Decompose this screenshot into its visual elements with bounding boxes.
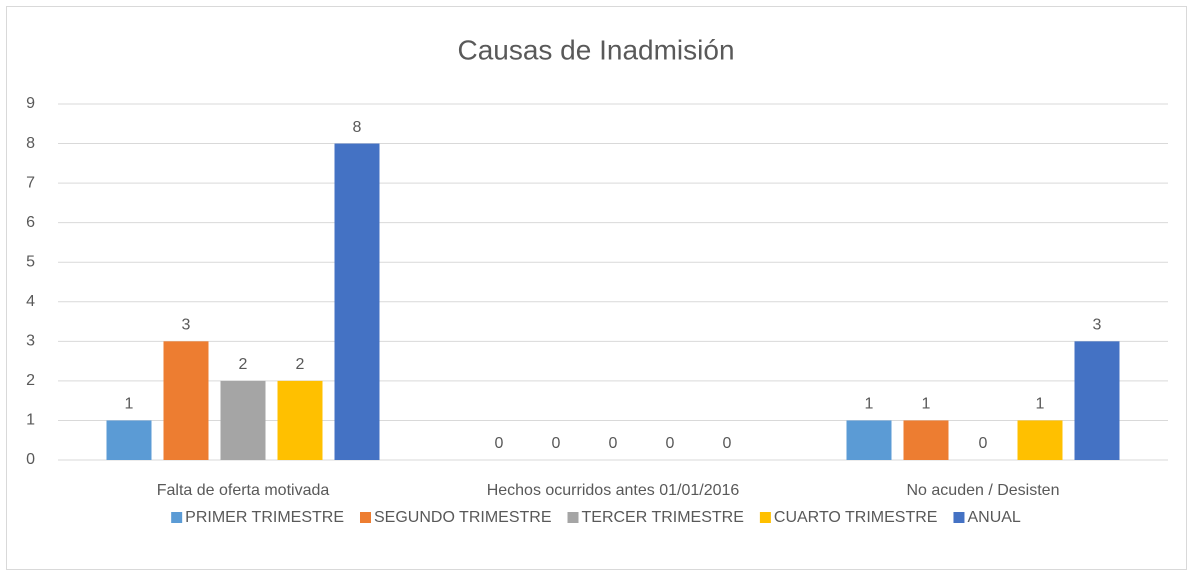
data-label: 0 [979,435,988,452]
data-label: 2 [296,356,305,373]
bar [846,420,892,460]
data-label: 2 [239,356,248,373]
data-label: 1 [865,396,874,413]
data-label: 8 [353,119,362,136]
bar [163,341,209,460]
data-label: 1 [922,396,931,413]
y-tick-label: 0 [26,451,35,468]
x-tick-label: No acuden / Desisten [907,482,1060,499]
chart-title: Causas de Inadmisión [457,34,734,65]
data-label: 3 [1093,317,1102,334]
legend-label: PRIMER TRIMESTRE [185,509,344,526]
bar [220,380,266,460]
x-tick-label: Falta de oferta motivada [157,482,330,499]
bar [1074,341,1120,460]
legend-swatch [171,512,183,523]
data-label: 1 [1036,396,1045,413]
data-label: 0 [495,435,504,452]
legend-label: TERCER TRIMESTRE [582,509,744,526]
legend-swatch [567,512,579,523]
bar [334,143,380,461]
data-label: 1 [125,396,134,413]
y-tick-label: 3 [26,333,35,350]
y-tick-label: 8 [26,135,35,152]
legend-label: ANUAL [967,509,1020,526]
bar [106,420,152,460]
data-label: 0 [666,435,675,452]
y-tick-label: 2 [26,372,35,389]
y-tick-label: 9 [26,95,35,112]
data-label: 0 [609,435,618,452]
data-label: 0 [552,435,561,452]
y-tick-label: 5 [26,253,35,270]
legend-label: CUARTO TRIMESTRE [774,509,938,526]
bar [1017,420,1063,460]
bar [277,380,323,460]
legend-swatch [953,512,965,523]
legend-swatch [360,512,371,523]
x-tick-label: Hechos ocurridos antes 01/01/2016 [487,482,740,499]
y-tick-label: 6 [26,214,35,231]
y-tick-label: 4 [26,293,35,310]
legend-swatch [759,512,771,523]
chart-border [6,6,1187,570]
bar [903,420,949,460]
y-tick-label: 7 [26,174,35,191]
data-label: 0 [723,435,732,452]
legend-label: SEGUNDO TRIMESTRE [374,509,552,526]
y-tick-label: 1 [26,412,35,429]
data-label: 3 [182,317,191,334]
